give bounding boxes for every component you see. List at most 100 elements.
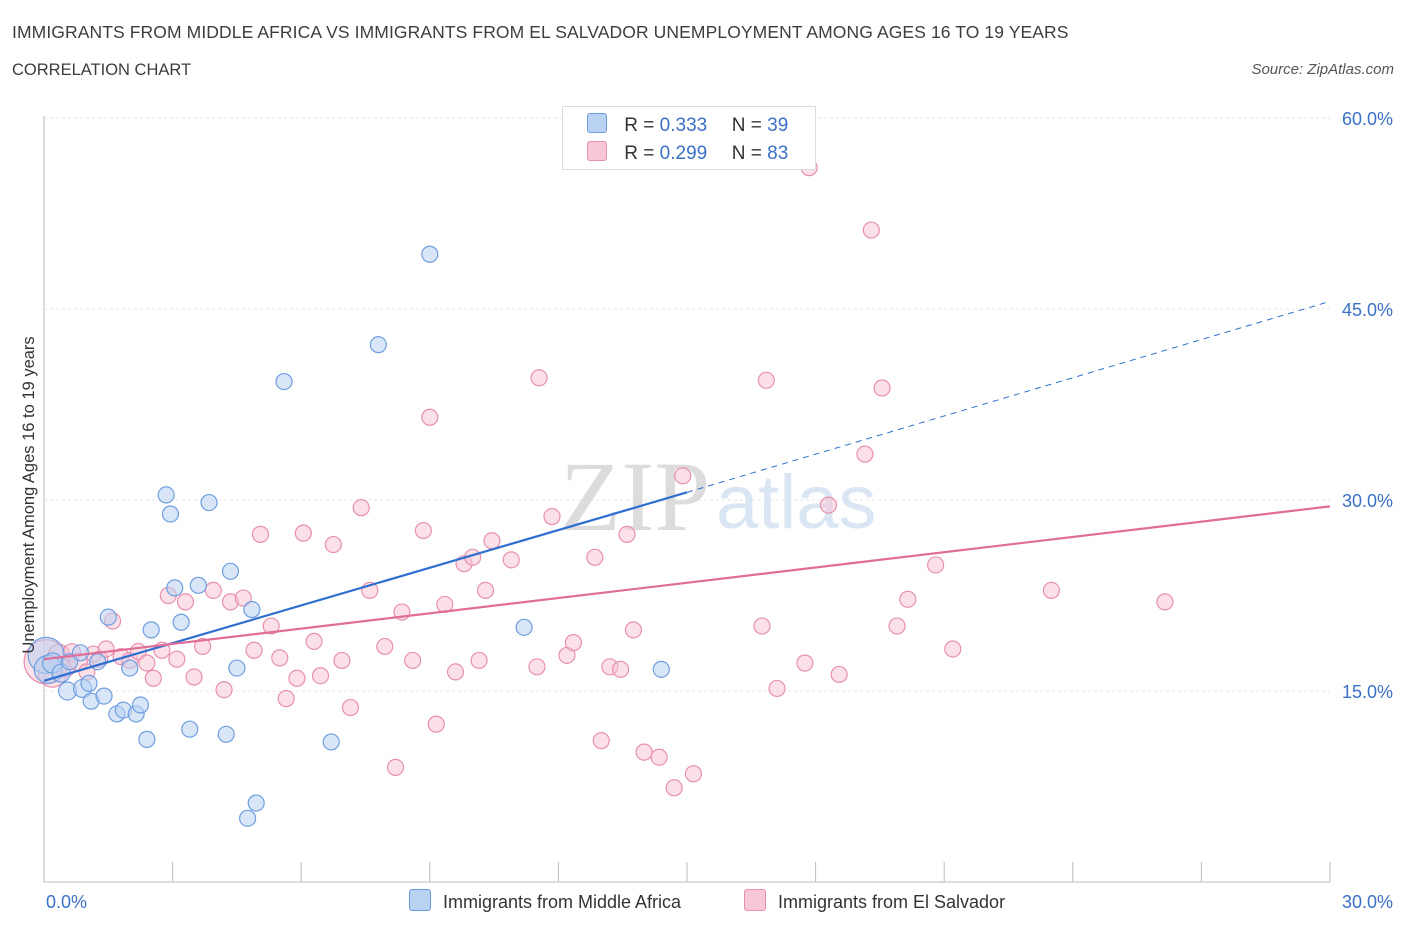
point-el-salvador xyxy=(234,589,252,607)
y-tick-label: 60.0% xyxy=(1342,109,1393,129)
point-el-salvador xyxy=(446,663,465,681)
point-el-salvador xyxy=(305,632,323,650)
point-el-salvador xyxy=(176,593,195,611)
legend-swatch-pink xyxy=(587,141,607,161)
point-el-salvador xyxy=(873,379,891,397)
point-middle-africa xyxy=(121,659,139,677)
point-middle-africa xyxy=(189,576,207,594)
legend-swatch-blue xyxy=(409,889,431,911)
point-el-salvador xyxy=(427,715,445,733)
point-el-salvador xyxy=(404,651,422,670)
point-el-salvador xyxy=(564,634,583,652)
stats-legend: R = 0.333 N = 39 R = 0.299 N = 83 xyxy=(562,106,816,170)
point-el-salvador xyxy=(665,779,683,797)
x-tick-label: 0.0% xyxy=(46,892,87,912)
y-tick-label: 45.0% xyxy=(1342,300,1393,320)
source-note: Source: ZipAtlas.com xyxy=(1251,61,1394,78)
trend-lines xyxy=(43,300,1331,682)
point-el-salvador xyxy=(768,679,786,698)
point-el-salvador xyxy=(311,667,330,685)
chart-subtitle: CORRELATION CHART xyxy=(12,61,192,79)
point-middle-africa xyxy=(166,579,184,597)
point-el-salvador xyxy=(194,637,212,656)
point-el-salvador xyxy=(251,525,270,543)
point-middle-africa xyxy=(369,336,387,354)
point-el-salvador xyxy=(753,617,771,635)
point-middle-africa xyxy=(275,372,293,391)
point-el-salvador xyxy=(543,507,561,526)
point-el-salvador xyxy=(386,758,405,777)
y-tick-label: 15.0% xyxy=(1342,682,1393,702)
point-el-salvador xyxy=(476,581,495,600)
point-el-salvador xyxy=(288,669,306,687)
point-el-salvador xyxy=(899,590,917,608)
point-el-salvador xyxy=(796,654,814,672)
point-el-salvador xyxy=(502,551,520,569)
point-el-salvador xyxy=(530,369,548,387)
legend-row-el-salvador: R = 0.299 N = 83 xyxy=(587,141,788,165)
point-middle-africa xyxy=(80,674,98,692)
legend-r-label: R = xyxy=(624,143,655,164)
point-el-salvador xyxy=(888,617,906,635)
point-el-salvador xyxy=(262,617,280,635)
point-middle-africa xyxy=(239,809,257,827)
point-el-salvador xyxy=(650,748,668,766)
point-el-salvador xyxy=(277,690,295,708)
point-middle-africa xyxy=(652,660,670,678)
point-el-salvador xyxy=(271,649,289,667)
point-middle-africa xyxy=(217,725,235,743)
point-middle-africa xyxy=(243,600,261,619)
y-tick-label: 30.0% xyxy=(1342,491,1393,511)
point-el-salvador xyxy=(215,681,233,699)
point-middle-africa xyxy=(138,730,156,748)
legend-n-value: 39 xyxy=(767,115,789,136)
legend-swatch-blue xyxy=(587,113,607,133)
point-middle-africa xyxy=(322,733,340,751)
point-el-salvador xyxy=(624,621,643,639)
legend-label: Immigrants from El Salvador xyxy=(778,892,1006,912)
axes xyxy=(43,116,1331,883)
point-el-salvador xyxy=(1042,581,1060,600)
legend-r-value: 0.299 xyxy=(659,143,708,164)
point-middle-africa xyxy=(181,720,199,738)
point-middle-africa xyxy=(247,794,265,812)
series-middle-africa-points xyxy=(27,245,670,827)
point-el-salvador xyxy=(483,532,501,550)
point-el-salvador xyxy=(684,765,703,783)
x-tick-label: 30.0% xyxy=(1342,892,1393,912)
point-middle-africa xyxy=(515,618,533,636)
watermark-atlas: atlas xyxy=(716,460,877,545)
point-middle-africa xyxy=(71,644,90,662)
bottom-legend-middle-africa: Immigrants from Middle Africa xyxy=(409,889,681,913)
point-middle-africa xyxy=(421,245,439,263)
series-el-salvador-points xyxy=(23,159,1174,797)
point-el-salvador xyxy=(528,658,546,676)
point-el-salvador xyxy=(185,668,203,686)
point-el-salvador xyxy=(414,521,432,540)
point-el-salvador xyxy=(856,445,874,463)
point-el-salvador xyxy=(927,556,945,574)
trend-line-middle-africa-projection xyxy=(686,300,1331,493)
point-el-salvador xyxy=(294,524,312,542)
point-el-salvador xyxy=(168,650,186,668)
legend-n-value: 83 xyxy=(767,143,789,164)
point-middle-africa xyxy=(200,493,218,512)
point-el-salvador xyxy=(341,698,360,717)
point-middle-africa xyxy=(95,687,113,705)
legend-r-value: 0.333 xyxy=(659,115,708,136)
trend-line-el-salvador xyxy=(43,505,1331,661)
point-el-salvador xyxy=(1156,593,1174,611)
point-middle-africa xyxy=(99,608,117,626)
point-el-salvador xyxy=(586,548,604,566)
point-el-salvador xyxy=(635,743,653,761)
point-middle-africa xyxy=(221,562,240,580)
point-el-salvador xyxy=(470,651,488,670)
y-axis-label: Unemployment Among Ages 16 to 19 years xyxy=(20,336,38,653)
chart-title: IMMIGRANTS FROM MIDDLE AFRICA VS IMMIGRA… xyxy=(12,22,1069,42)
point-el-salvador xyxy=(830,665,848,684)
legend-n-label: N = xyxy=(731,143,762,164)
point-middle-africa xyxy=(142,621,160,639)
legend-r-label: R = xyxy=(624,115,655,136)
point-middle-africa xyxy=(172,613,190,631)
